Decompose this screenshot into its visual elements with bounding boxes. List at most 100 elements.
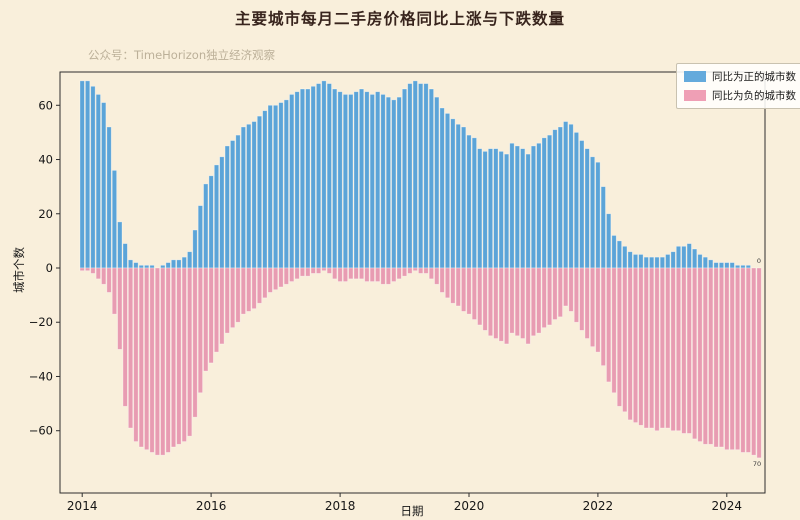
bar-negative	[101, 267, 107, 285]
bar-positive	[702, 256, 708, 269]
bar-negative	[321, 267, 327, 272]
bar-negative	[504, 267, 510, 345]
bar-positive	[423, 83, 429, 269]
last-positive-annotation: 0	[757, 257, 761, 265]
bar-negative	[149, 267, 155, 453]
bar-negative	[702, 267, 708, 445]
bar-negative	[90, 267, 96, 274]
bar-positive	[128, 259, 134, 269]
bar-negative	[665, 267, 671, 429]
bar-positive	[579, 140, 585, 269]
bar-negative	[299, 267, 306, 277]
bar-positive	[348, 94, 354, 269]
y-tick-label: 60	[38, 98, 53, 112]
bar-negative	[170, 267, 177, 448]
bar-negative	[79, 267, 85, 272]
bar-negative	[541, 267, 547, 329]
bar-negative	[509, 267, 515, 334]
x-tick-label: 2014	[67, 499, 98, 513]
bar-negative	[616, 267, 622, 407]
bar-negative	[686, 267, 692, 434]
bar-positive	[256, 115, 263, 269]
bar-negative	[708, 267, 714, 445]
bar-positive	[487, 148, 494, 269]
bar-negative	[627, 267, 633, 421]
x-tick-label: 2016	[196, 499, 227, 513]
bar-positive	[101, 102, 107, 269]
bar-negative	[294, 267, 300, 280]
bar-positive	[428, 88, 434, 269]
bar-negative	[106, 267, 112, 293]
bar-positive	[692, 248, 698, 269]
bar-positive	[471, 137, 477, 269]
bar-negative	[681, 267, 687, 434]
bar-positive	[681, 245, 687, 269]
bar-positive	[197, 205, 203, 269]
bar-positive	[79, 80, 85, 269]
bar-negative	[735, 267, 741, 451]
bar-positive	[149, 264, 155, 269]
bar-negative	[401, 267, 408, 277]
bar-negative	[342, 267, 348, 282]
bar-negative	[391, 267, 397, 282]
bar-positive	[396, 96, 402, 269]
bar-negative	[208, 267, 214, 364]
y-tick-label: −60	[29, 424, 53, 438]
bar-positive	[735, 264, 741, 269]
bar-negative	[670, 267, 676, 432]
bar-positive	[466, 134, 472, 269]
x-tick-label: 2020	[454, 499, 485, 513]
axes-group: 60 40 20 0 −20 −40 −60 2014 2016 2018 2020 2022 2024	[29, 71, 766, 513]
bar-positive	[358, 88, 365, 269]
bar-positive	[573, 132, 579, 269]
bar-negative	[95, 267, 101, 280]
bar-negative	[181, 267, 187, 442]
bar-positive	[342, 94, 348, 269]
bar-negative	[283, 267, 289, 285]
bar-negative	[160, 267, 166, 456]
bar-positive	[369, 94, 375, 269]
bar-positive	[697, 254, 703, 269]
legend-swatch-negative-icon	[684, 90, 706, 101]
negative-bars-group	[79, 267, 762, 459]
bar-positive	[530, 145, 537, 269]
bar-positive	[450, 118, 456, 269]
bar-negative	[713, 267, 719, 448]
bar-negative	[122, 267, 128, 407]
bar-positive	[283, 99, 289, 269]
bar-negative	[192, 267, 198, 418]
bar-positive	[622, 245, 628, 269]
bar-positive	[552, 129, 558, 269]
y-tick-label: −40	[29, 370, 53, 384]
bar-positive	[213, 164, 220, 269]
bar-positive	[267, 104, 273, 269]
bar-positive	[401, 88, 408, 269]
bar-positive	[273, 104, 279, 269]
bar-negative	[692, 267, 698, 440]
bar-negative	[643, 267, 649, 429]
bar-positive	[659, 256, 665, 269]
bar-negative	[316, 267, 322, 274]
bar-negative	[536, 267, 542, 334]
bar-positive	[299, 88, 306, 269]
bar-positive	[305, 88, 311, 269]
bar-negative	[240, 267, 246, 315]
bar-negative	[557, 267, 563, 318]
bar-positive	[718, 262, 725, 269]
bar-negative	[337, 267, 343, 282]
bar-negative	[85, 267, 91, 272]
bar-positive	[380, 94, 386, 269]
bar-positive	[557, 126, 563, 269]
legend-label-positive: 同比为正的城市数	[712, 71, 796, 83]
bar-negative	[187, 267, 193, 437]
bar-positive	[106, 126, 112, 269]
bar-positive	[251, 121, 257, 269]
bar-negative	[396, 267, 402, 280]
bar-negative	[273, 267, 279, 291]
bar-positive	[600, 186, 606, 269]
bar-negative	[493, 267, 499, 339]
bar-positive	[724, 262, 730, 269]
bar-negative	[246, 267, 252, 312]
